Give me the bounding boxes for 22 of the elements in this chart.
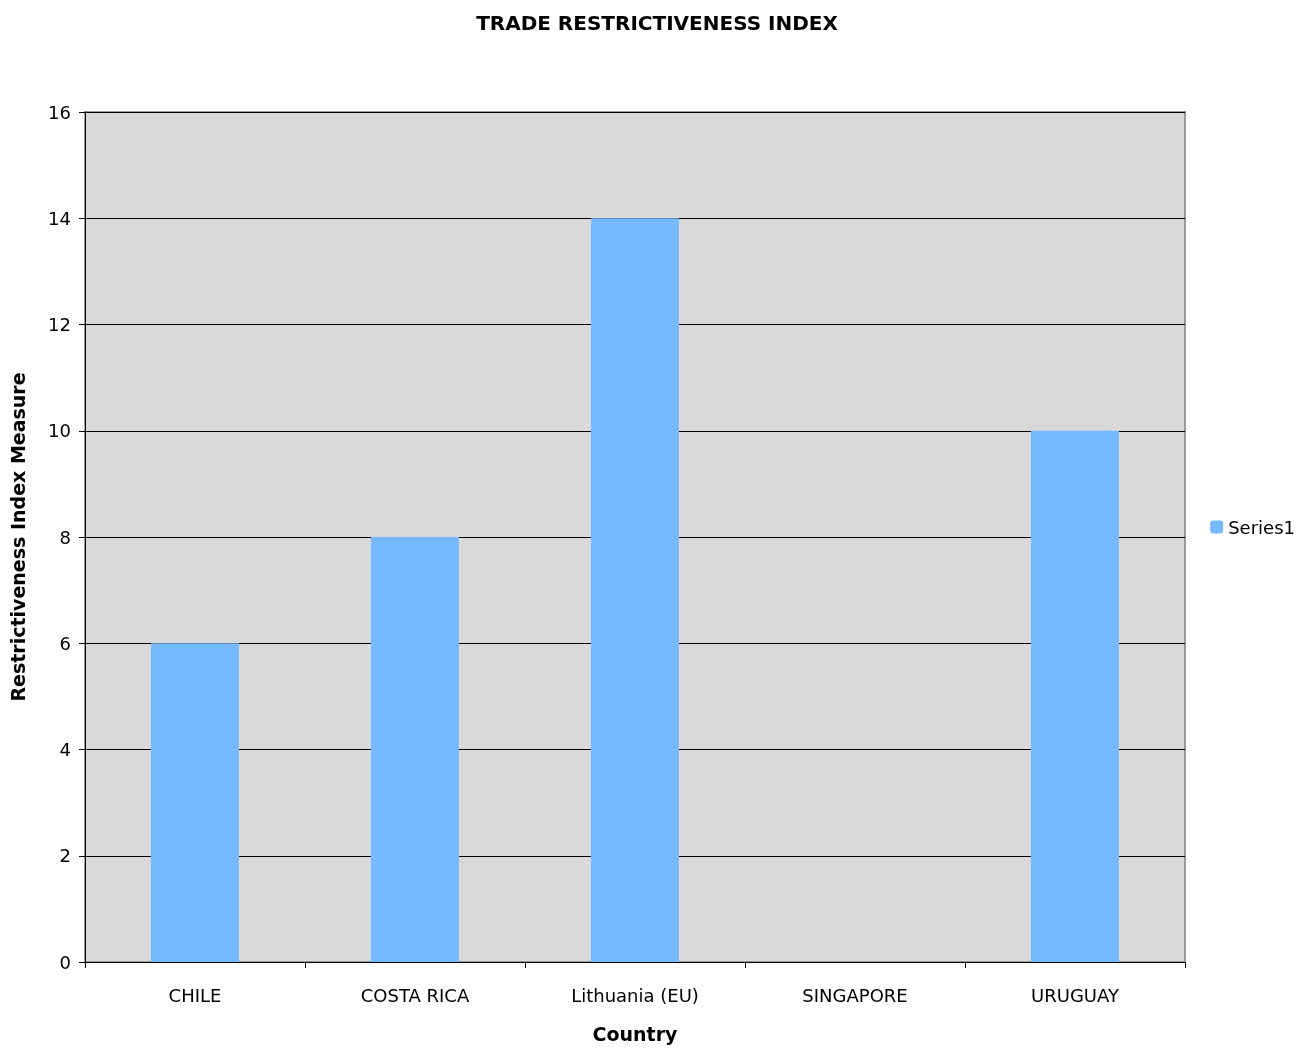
bar — [371, 537, 459, 962]
bar — [151, 643, 239, 962]
x-tick-label: URUGUAY — [1031, 984, 1120, 1006]
x-tick-label: SINGAPORE — [802, 984, 908, 1006]
y-tick-label: 2 — [59, 845, 71, 867]
y-tick-label: 6 — [59, 632, 71, 654]
bar — [591, 218, 679, 962]
y-tick-label: 8 — [59, 526, 71, 548]
y-tick-label: 12 — [48, 314, 71, 335]
x-tick-label: CHILE — [168, 984, 222, 1006]
chart-title: TRADE RESTRICTIVENESS INDEX — [476, 11, 839, 35]
x-tick-label: Lithuania (EU) — [571, 984, 699, 1006]
y-axis-title: Restrictiveness Index Measure — [6, 372, 29, 702]
x-axis-title: Country — [592, 1022, 679, 1045]
y-tick-label: 10 — [48, 420, 71, 442]
legend-label: Series1 — [1228, 516, 1296, 538]
x-tick-label: COSTA RICA — [360, 984, 470, 1006]
y-tick-label: 4 — [59, 739, 71, 760]
y-tick-label: 14 — [48, 207, 71, 229]
bar — [1031, 430, 1119, 962]
y-tick-label: 16 — [48, 101, 71, 123]
y-tick-label: 0 — [59, 951, 71, 973]
